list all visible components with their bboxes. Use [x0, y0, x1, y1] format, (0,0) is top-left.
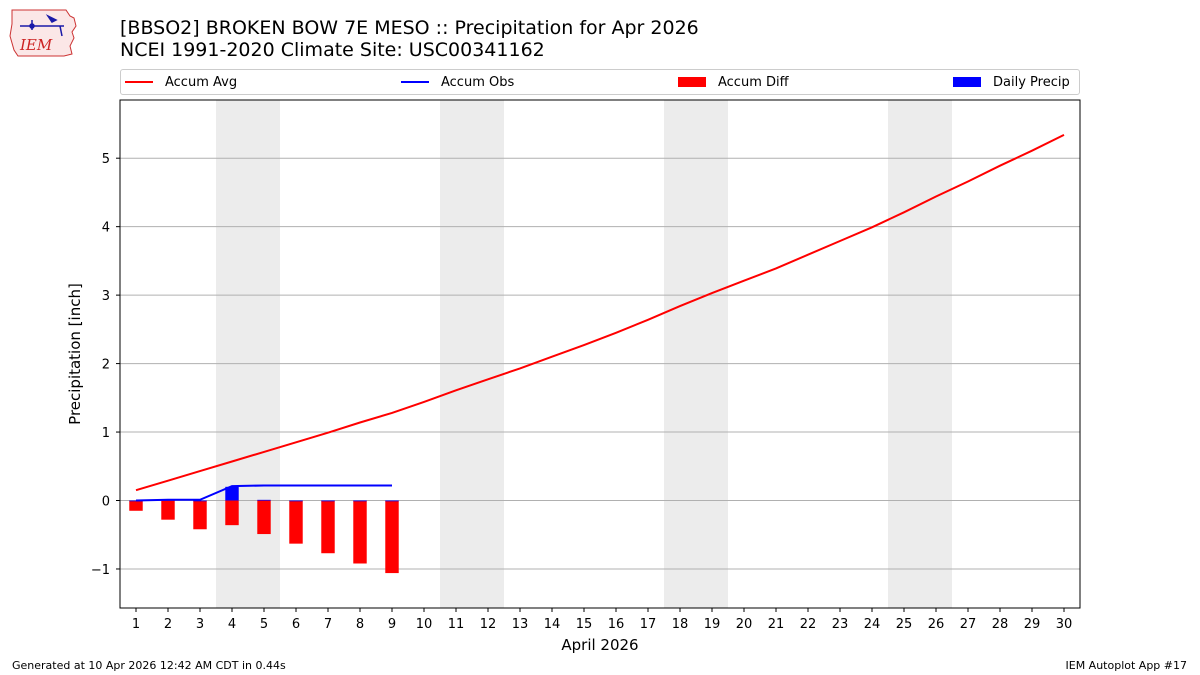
legend-label-accum-diff: Accum Diff: [718, 74, 789, 90]
x-tick-label: 30: [1056, 617, 1073, 632]
x-tick-label: 2: [164, 617, 172, 632]
footer-app: IEM Autoplot App #17: [1065, 659, 1188, 672]
x-tick-label: 25: [896, 617, 913, 632]
legend-item-daily-precip: Daily Precip: [953, 70, 1070, 94]
chart-subtitle: NCEI 1991-2020 Climate Site: USC00341162: [120, 39, 545, 61]
y-tick-label: 1: [102, 426, 110, 441]
x-tick-label: 5: [260, 617, 268, 632]
daily-precip-bar: [289, 500, 303, 502]
footer-generated: Generated at 10 Apr 2026 12:42 AM CDT in…: [12, 659, 286, 672]
x-tick-label: 13: [512, 617, 529, 632]
x-tick-label: 3: [196, 617, 204, 632]
x-tick-label: 1: [132, 617, 140, 632]
x-tick-label: 8: [356, 617, 364, 632]
daily-precip-bar: [193, 500, 207, 502]
accum-diff-bar: [193, 500, 207, 530]
chart-title: [BBSO2] BROKEN BOW 7E MESO :: Precipitat…: [120, 17, 699, 39]
y-tick-label: 2: [102, 358, 110, 373]
x-tick-label: 22: [800, 617, 817, 632]
iem-logo[interactable]: IEM: [8, 6, 80, 60]
x-tick-label: 9: [388, 617, 396, 632]
accum-diff-bar: [353, 500, 367, 564]
y-tick-label: −1: [91, 563, 110, 578]
accum-diff-bar: [257, 500, 271, 535]
weekend-band: [664, 100, 728, 608]
plot-frame: [119, 99, 1081, 609]
y-tick-label: 5: [102, 152, 110, 167]
x-tick-label: 10: [416, 617, 433, 632]
x-tick-label: 27: [960, 617, 977, 632]
x-tick-label: 18: [672, 617, 689, 632]
x-tick-label: 20: [736, 617, 753, 632]
legend-label-accum-obs: Accum Obs: [441, 74, 515, 90]
legend-item-accum-obs: Accum Obs: [401, 70, 514, 94]
daily-precip-bar: [385, 500, 399, 502]
x-tick-label: 17: [640, 617, 657, 632]
daily-precip-bar: [225, 486, 239, 501]
y-tick-label: 4: [102, 221, 110, 236]
x-tick-label: 14: [544, 617, 561, 632]
x-tick-label: 28: [992, 617, 1009, 632]
x-tick-label: 7: [324, 617, 332, 632]
weekend-band: [888, 100, 952, 608]
series-lines: [135, 134, 1065, 502]
weather-station-icon: [20, 14, 64, 37]
legend-swatch-daily-precip: [953, 77, 981, 87]
x-tick-label: 19: [704, 617, 721, 632]
daily-precip-bar: [129, 500, 143, 502]
legend: Accum Avg Accum Obs Accum Diff Daily Pre…: [120, 69, 1080, 95]
bars: [129, 486, 399, 574]
weekend-band: [440, 100, 504, 608]
grid-lines: [120, 157, 1080, 570]
iowa-outline-icon: [9, 9, 77, 57]
accum-diff-bar: [385, 500, 399, 574]
accum-diff-bar: [129, 500, 143, 511]
daily-precip-bar: [353, 500, 367, 502]
x-tick-label: 23: [832, 617, 849, 632]
logo-text: IEM: [19, 36, 53, 54]
x-tick-label: 15: [576, 617, 593, 632]
x-tick-label: 12: [480, 617, 497, 632]
x-tick-label: 21: [768, 617, 785, 632]
legend-item-accum-avg: Accum Avg: [125, 70, 237, 94]
x-tick-label: 6: [292, 617, 300, 632]
legend-swatch-accum-avg: [125, 81, 153, 83]
daily-precip-bar: [321, 500, 335, 502]
x-tick-label: 26: [928, 617, 945, 632]
accum-diff-bar: [289, 500, 303, 544]
accum-avg-line: [135, 134, 1065, 492]
legend-swatch-accum-diff: [678, 77, 706, 87]
legend-swatch-accum-obs: [401, 81, 429, 83]
x-tick-label: 11: [448, 617, 465, 632]
y-axis-label: Precipitation [inch]: [66, 283, 84, 425]
x-tick-label: 4: [228, 617, 236, 632]
legend-label-daily-precip: Daily Precip: [993, 74, 1070, 90]
x-tick-label: 24: [864, 617, 881, 632]
legend-label-accum-avg: Accum Avg: [165, 74, 238, 90]
x-axis-label: April 2026: [561, 636, 638, 654]
accum-diff-bar: [321, 500, 335, 554]
daily-precip-bar: [257, 499, 271, 501]
y-tick-label: 3: [102, 289, 110, 304]
accum-obs-line: [135, 484, 392, 502]
legend-item-accum-diff: Accum Diff: [678, 70, 789, 94]
x-tick-label: 16: [608, 617, 625, 632]
accum-diff-bar: [161, 500, 175, 520]
y-tick-label: 0: [102, 495, 110, 510]
x-tick-label: 29: [1024, 617, 1041, 632]
accum-diff-bar: [225, 500, 239, 526]
